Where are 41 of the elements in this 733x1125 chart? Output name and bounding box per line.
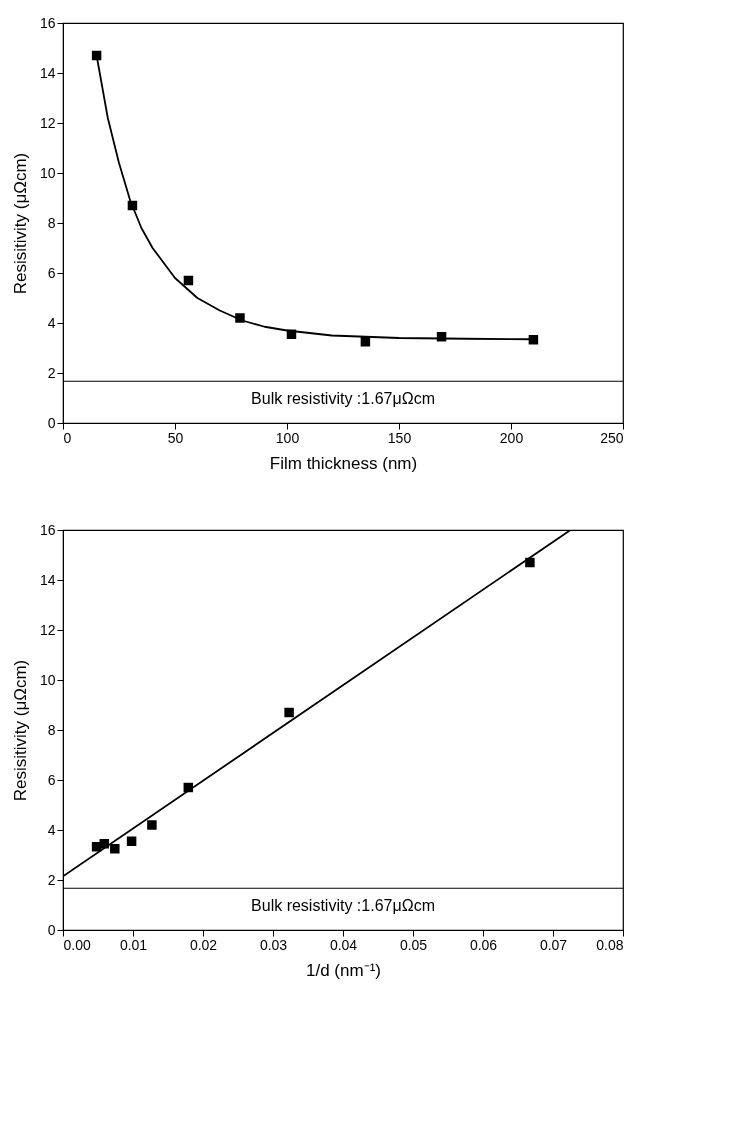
y-tick-label: 14 [39,571,56,588]
y-tick-label: 0 [47,414,56,431]
x-tick-label: 200 [499,429,524,446]
x-tick-label: 0.07 [539,936,568,953]
point [183,275,194,286]
y-tick-label: 14 [39,64,56,81]
y-tick-label: 12 [39,621,56,638]
y-tick-label: 10 [39,671,56,688]
x-tick-label: 50 [167,429,184,446]
y-tick-label: 4 [47,821,56,838]
ref-line-label: Bulk resistivity :1.67μΩcm [251,897,435,915]
y-axis-title: Resisitivity (μΩcm) [10,659,30,802]
x-axis-title: 1/d (nm⁻¹) [306,960,381,980]
y-tick-label: 12 [39,114,56,131]
y-tick-label: 6 [47,771,56,788]
ref-line-label: Bulk resistivity :1.67μΩcm [251,390,435,408]
x-tick-label: 0.04 [329,936,358,953]
x-tick-label: 0.01 [119,936,148,953]
x-tick-label: 150 [387,429,412,446]
x-tick-label: 0.06 [469,936,498,953]
x-tick-label: 0.00 [63,936,91,953]
x-tick-label: 0.08 [596,936,624,953]
y-tick-label: 2 [47,364,56,381]
point [235,313,245,323]
y-tick-label: 16 [39,14,56,31]
y-axis-title: Resisitivity (μΩcm) [10,152,30,295]
y-tick-label: 6 [47,264,56,281]
x-tick-label: 250 [600,429,624,446]
x-tick-label: 100 [275,429,300,446]
x-tick-label: 0.05 [399,936,428,953]
y-tick-label: 8 [47,214,56,231]
y-tick-label: 10 [39,164,56,181]
x-tick-label: 0.03 [259,936,288,953]
x-tick-label: 0 [63,429,72,446]
x-axis-title: Film thickness (nm) [269,453,418,473]
y-tick-label: 8 [47,721,56,738]
y-tick-label: 0 [47,921,56,938]
y-tick-label: 2 [47,871,56,888]
y-tick-label: 4 [47,314,56,331]
x-tick-label: 0.02 [189,936,218,953]
y-tick-label: 16 [39,521,56,538]
